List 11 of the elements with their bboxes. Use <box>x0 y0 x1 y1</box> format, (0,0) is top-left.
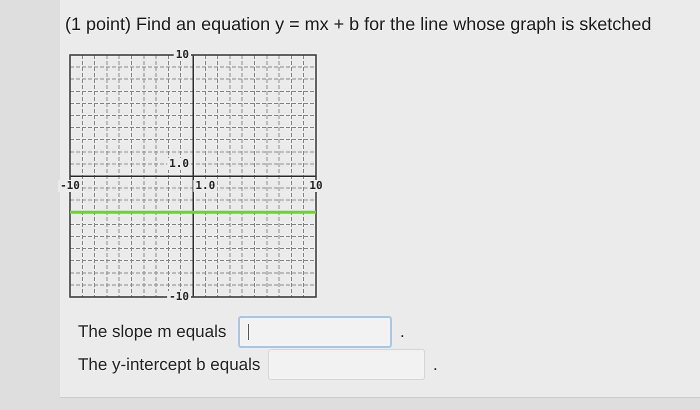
text: (1 point) Find an equation y = mx + b for the line whose graph is sketched <box>65 14 652 35</box>
text: . <box>433 355 438 375</box>
x-tick-label: 1.0 <box>195 178 216 192</box>
y-tick-label: 1.0 <box>169 156 190 170</box>
x-tick-label: 10 <box>309 178 323 192</box>
text: The y-intercept b equals <box>78 355 260 375</box>
text: . <box>400 322 405 342</box>
text: The slope m equals <box>78 322 226 342</box>
y-tick-label: 10 <box>176 48 189 61</box>
y-tick-label: -10 <box>169 290 190 303</box>
x-tick-label: -10 <box>60 178 80 192</box>
